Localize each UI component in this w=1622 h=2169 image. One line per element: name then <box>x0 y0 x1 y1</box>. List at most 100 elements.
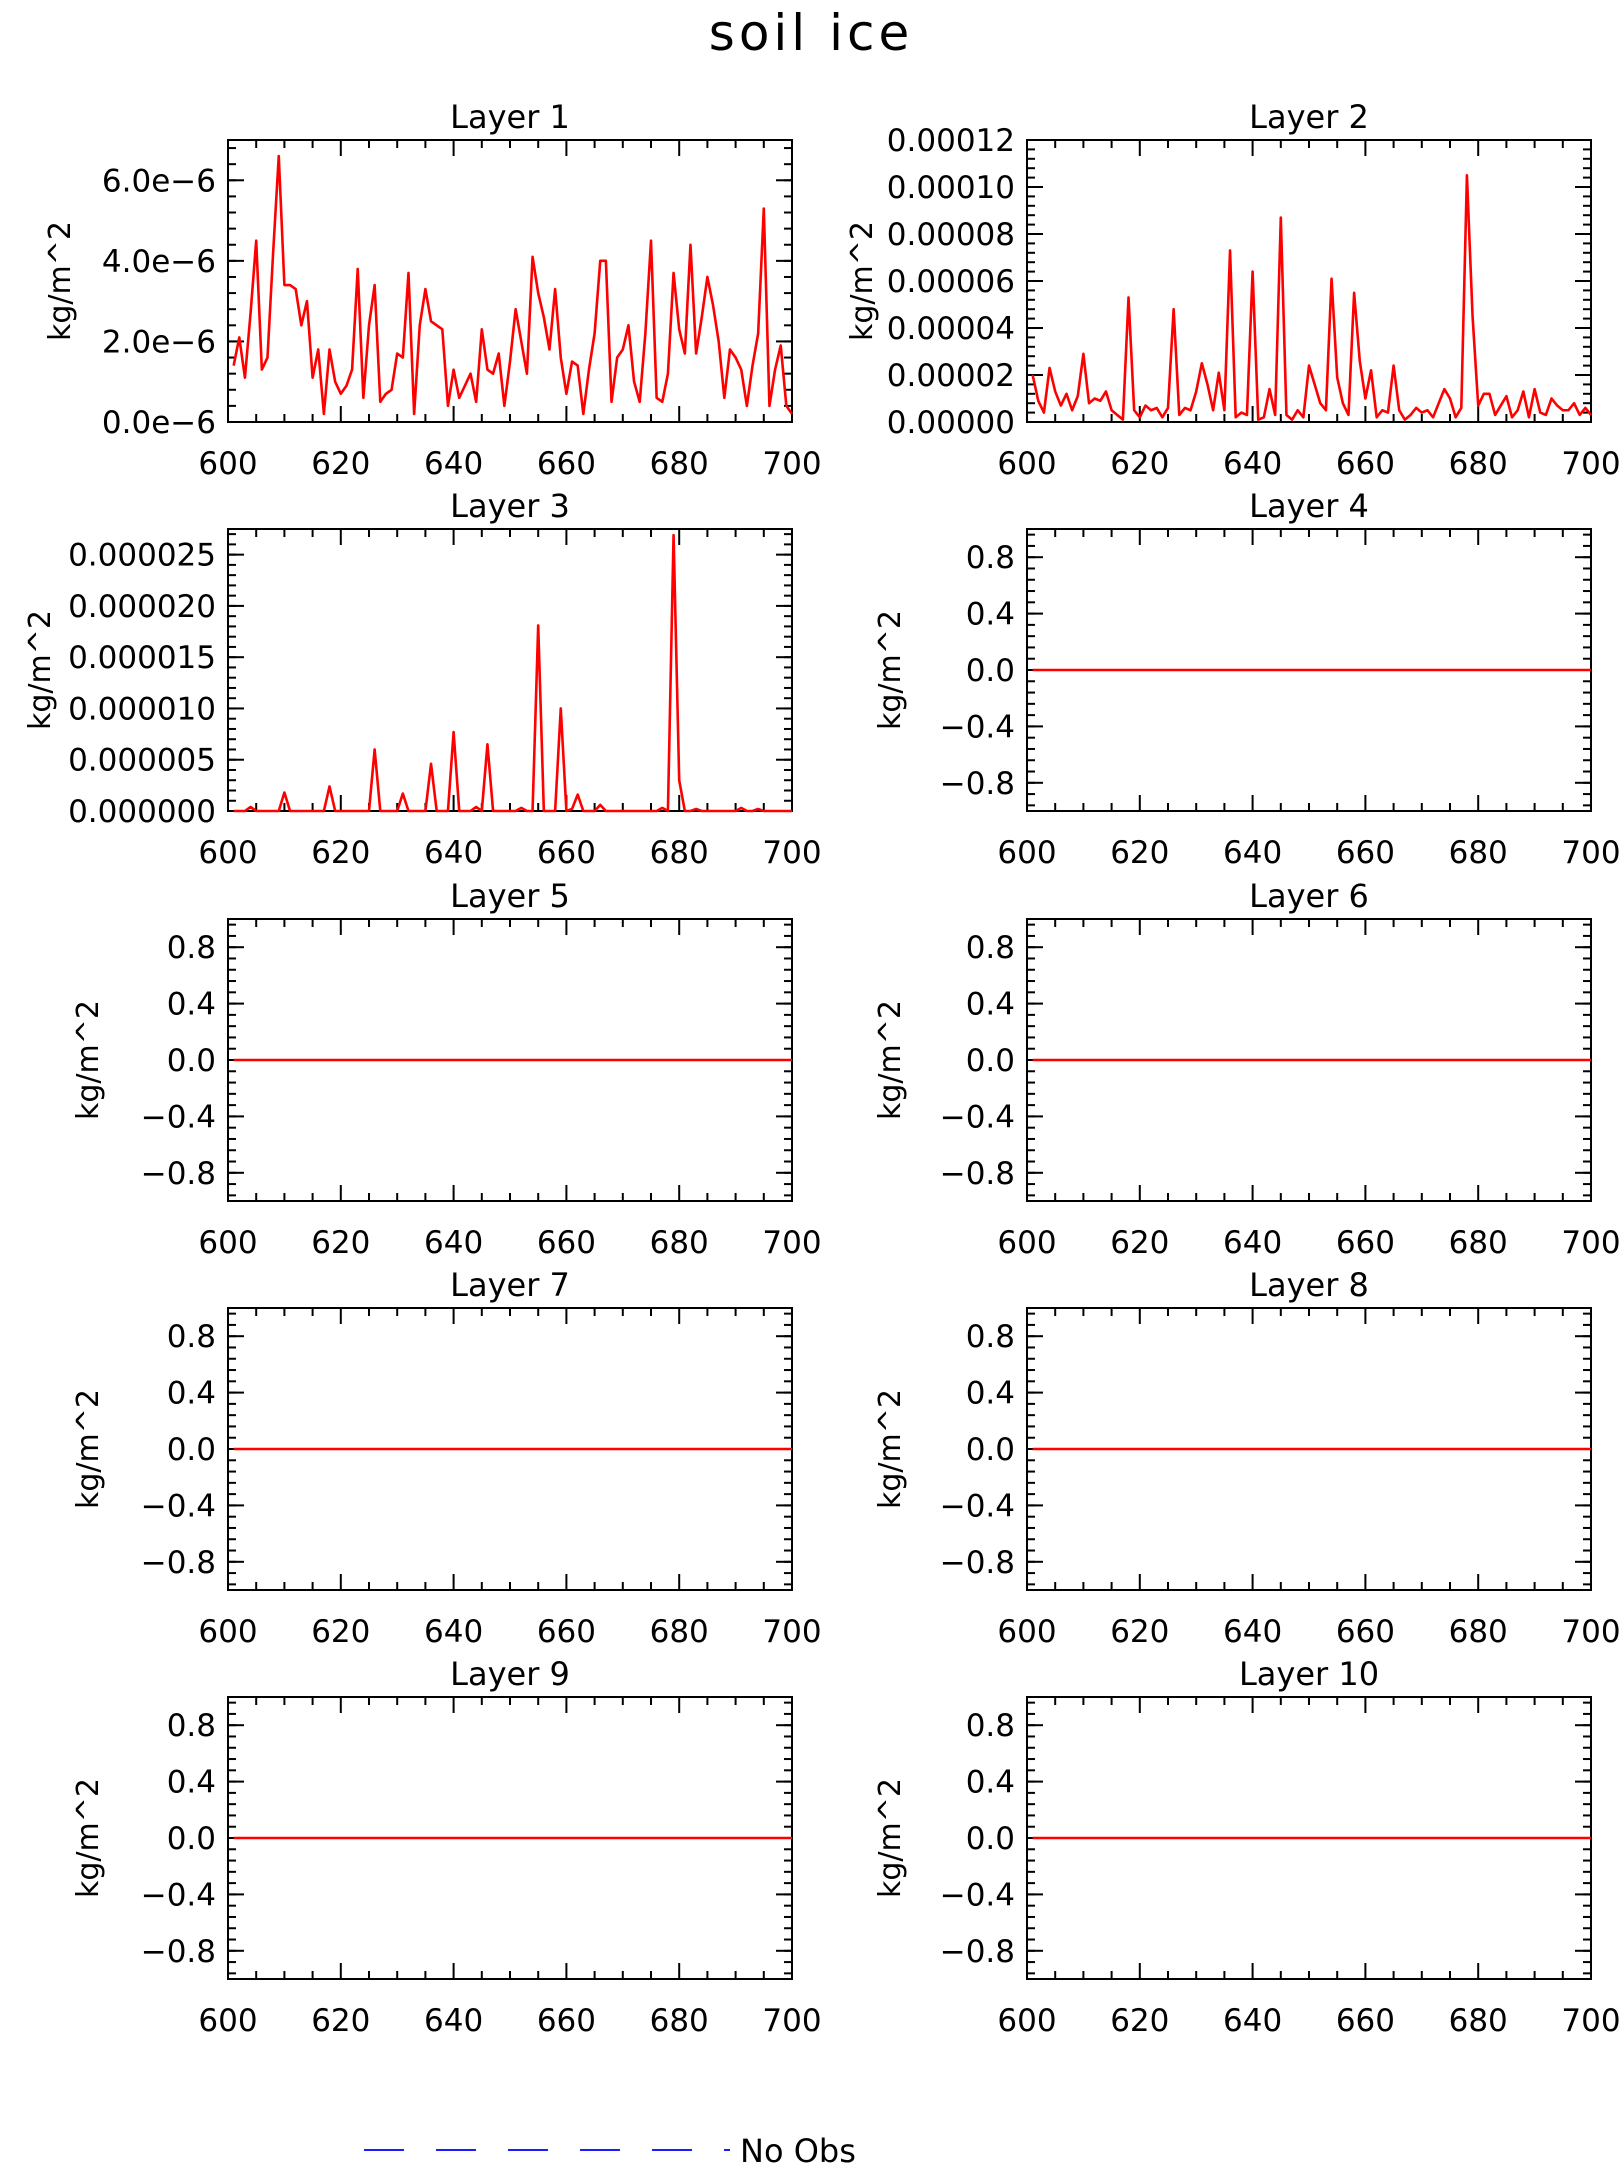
panel-layer-1: 600 620 640 660 680 700 0.0e−6 2.0e−6 4.0e−6 6.0e… <box>43 98 822 482</box>
y-tick-label: 0.000000 <box>68 794 216 830</box>
x-tick-label: 620 <box>1110 1614 1169 1650</box>
y-tick-label: 0.8 <box>966 1708 1015 1744</box>
y-tick-label: 0.0 <box>966 1821 1015 1857</box>
x-tick-label: 640 <box>424 835 483 871</box>
panel-title: Layer 2 <box>1249 98 1369 136</box>
x-tick-label: 680 <box>1449 446 1508 482</box>
y-tick-label: 0.0 <box>966 653 1015 689</box>
x-tick-label: 640 <box>1223 2003 1282 2039</box>
y-tick-label: 0.00010 <box>887 170 1015 206</box>
y-tick-label: 0.00006 <box>887 264 1015 300</box>
panel-layer-3: 600 620 640 660 680 700 0.000000 0.000005 0.0000… <box>23 487 822 871</box>
legend-label-no-obs: No Obs <box>740 2132 856 2169</box>
x-tick-label: 700 <box>1561 1225 1620 1261</box>
y-axis-label: kg/m^2 <box>71 1778 106 1898</box>
x-tick-label: 640 <box>1223 1614 1282 1650</box>
x-tick-label: 640 <box>1223 835 1282 871</box>
y-axis-label: kg/m^2 <box>873 610 908 730</box>
series-line-layer-1 <box>232 154 794 416</box>
y-axis-label: kg/m^2 <box>23 610 58 730</box>
x-tick-label: 640 <box>424 1225 483 1261</box>
y-tick-label: −0.4 <box>940 1488 1015 1524</box>
y-tick-label: 0.4 <box>167 987 216 1023</box>
x-tick-label: 680 <box>650 2003 709 2039</box>
y-tick-label: −0.8 <box>141 1156 216 1192</box>
x-tick-label: 700 <box>762 446 821 482</box>
series-line-layer-2 <box>1031 173 1593 421</box>
x-tick-label: 600 <box>198 2003 257 2039</box>
y-tick-label: 0.000025 <box>68 538 216 574</box>
x-tick-label: 700 <box>1561 2003 1620 2039</box>
y-tick-label: 6.0e−6 <box>102 163 216 199</box>
panel-layer-8: 600 620 640 660 680 700 −0.8 −0.4 0.0 0.4 0.8 Layer… <box>873 1266 1621 1650</box>
y-tick-label: 0.000020 <box>68 589 216 625</box>
y-tick-label: 0.4 <box>966 597 1015 633</box>
y-tick-label: −0.8 <box>940 1545 1015 1581</box>
y-tick-label: −0.8 <box>940 1156 1015 1192</box>
x-tick-label: 600 <box>997 835 1056 871</box>
panels: 600 620 640 660 680 700 0.0e−6 2.0e−6 4.0e−6 6.0e… <box>23 98 1621 2039</box>
y-tick-label: −0.4 <box>940 1877 1015 1913</box>
y-tick-label: −0.4 <box>141 1488 216 1524</box>
panel-title: Layer 9 <box>450 1655 570 1693</box>
y-tick-label: −0.8 <box>940 1934 1015 1970</box>
y-tick-label: −0.8 <box>940 766 1015 802</box>
panel-title: Layer 6 <box>1249 877 1369 915</box>
y-axis-label: kg/m^2 <box>71 1000 106 1120</box>
panel-title: Layer 3 <box>450 487 570 525</box>
x-tick-label: 680 <box>1449 835 1508 871</box>
y-tick-label: 0.00004 <box>887 311 1015 347</box>
x-tick-label: 660 <box>1336 1225 1395 1261</box>
x-tick-label: 680 <box>650 446 709 482</box>
y-tick-label: 0.0 <box>167 1821 216 1857</box>
y-tick-label: 0.0e−6 <box>102 405 216 441</box>
x-tick-label: 620 <box>1110 2003 1169 2039</box>
y-tick-label: 0.00002 <box>887 358 1015 394</box>
x-tick-label: 600 <box>198 835 257 871</box>
x-tick-label: 660 <box>537 1225 596 1261</box>
y-axis-label: kg/m^2 <box>43 221 78 341</box>
panel-layer-6: 600 620 640 660 680 700 −0.8 −0.4 0.0 0.4 0.8 Layer… <box>873 877 1621 1261</box>
x-tick-label: 620 <box>311 446 370 482</box>
y-tick-label: −0.4 <box>940 1099 1015 1135</box>
y-tick-label: −0.4 <box>141 1877 216 1913</box>
x-tick-label: 620 <box>1110 1225 1169 1261</box>
series-line-layer-3 <box>233 533 792 813</box>
x-tick-label: 640 <box>1223 1225 1282 1261</box>
x-tick-label: 660 <box>537 446 596 482</box>
y-tick-label: 4.0e−6 <box>102 244 216 280</box>
legend: No Obs <box>364 2132 856 2169</box>
x-tick-label: 600 <box>997 1614 1056 1650</box>
y-tick-label: 0.8 <box>167 930 216 966</box>
y-tick-label: 0.4 <box>966 1376 1015 1412</box>
y-tick-label: 0.000005 <box>68 743 216 779</box>
panel-layer-2: 600 620 640 660 680 700 0.00000 0.00002 0.00004 0… <box>845 98 1621 482</box>
x-tick-label: 700 <box>1561 835 1620 871</box>
x-tick-label: 640 <box>424 1614 483 1650</box>
x-tick-label: 640 <box>1223 446 1282 482</box>
x-tick-label: 680 <box>650 835 709 871</box>
panel-layer-9: 600 620 640 660 680 700 −0.8 −0.4 0.0 0.4 0.8 Layer… <box>71 1655 822 2039</box>
panel-title: Layer 8 <box>1249 1266 1369 1304</box>
y-tick-label: 0.0 <box>167 1432 216 1468</box>
x-tick-label: 600 <box>198 1614 257 1650</box>
x-tick-label: 700 <box>762 835 821 871</box>
y-axis-label: kg/m^2 <box>873 1778 908 1898</box>
y-tick-label: 0.000010 <box>68 691 216 727</box>
y-tick-label: 0.000015 <box>68 640 216 676</box>
figure-title: soil ice <box>709 4 913 62</box>
x-tick-label: 620 <box>311 2003 370 2039</box>
x-tick-label: 660 <box>1336 835 1395 871</box>
panel-title: Layer 1 <box>450 98 570 136</box>
x-tick-label: 620 <box>1110 446 1169 482</box>
y-tick-label: 0.0 <box>167 1043 216 1079</box>
y-tick-label: 0.4 <box>167 1765 216 1801</box>
y-tick-label: 0.00012 <box>887 123 1015 159</box>
x-tick-label: 660 <box>1336 1614 1395 1650</box>
panel-title: Layer 7 <box>450 1266 570 1304</box>
y-axis-label: kg/m^2 <box>873 1000 908 1120</box>
y-tick-label: −0.4 <box>940 709 1015 745</box>
x-tick-label: 600 <box>997 1225 1056 1261</box>
y-tick-label: 0.00008 <box>887 217 1015 253</box>
